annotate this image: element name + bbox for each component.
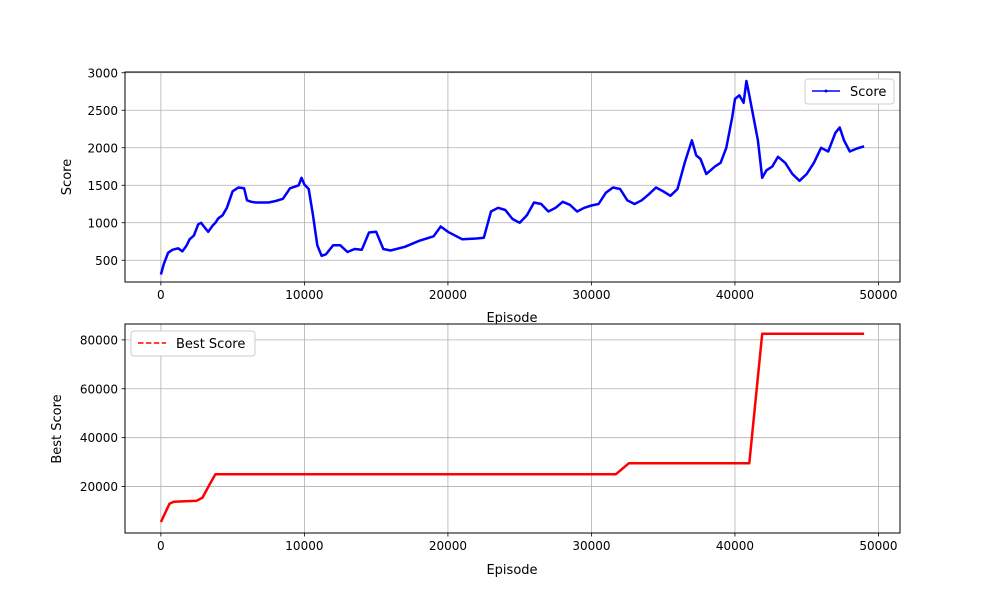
score-subplot: 0 10000 20000 30000 40000 50000 500 1000 1500 20… — [60, 66, 901, 326]
score-y-tick-label: 1500 — [87, 179, 118, 193]
score-plot-area — [125, 72, 900, 282]
score-x-tick-label: 30000 — [572, 288, 610, 302]
score-grid — [125, 72, 900, 282]
score-y-tick-label: 2000 — [87, 141, 118, 155]
score-series-layer — [159, 79, 865, 275]
score-y-tick-label: 3000 — [87, 66, 118, 80]
score-y-tick-label: 500 — [95, 254, 118, 268]
score-y-tick-label: 1000 — [87, 216, 118, 230]
best-score-y-axis-label: Best Score — [50, 394, 65, 463]
best-score-x-tick-label: 50000 — [859, 539, 897, 553]
score-x-ticks: 0 10000 20000 30000 40000 50000 — [157, 282, 898, 302]
score-x-tick-label: 20000 — [429, 288, 467, 302]
best-score-y-tick-label: 60000 — [80, 382, 118, 396]
score-legend-box — [804, 78, 895, 105]
best-score-subplot: 0 10000 20000 30000 40000 50000 20000 40000 600… — [50, 323, 901, 578]
best-score-series-layer — [159, 332, 865, 523]
best-score-x-tick-label: 30000 — [572, 539, 610, 553]
score-series-line — [159, 79, 865, 275]
best-score-plot-area — [125, 324, 900, 533]
best-score-x-axis-label: Episode — [486, 563, 537, 578]
best-score-legend: Best Score — [130, 330, 256, 357]
score-x-axis-label: Episode — [486, 311, 537, 326]
score-x-tick-label: 50000 — [859, 288, 897, 302]
best-score-legend-box — [130, 330, 256, 357]
best-score-y-tick-label: 80000 — [80, 333, 118, 347]
best-score-x-tick-label: 40000 — [716, 539, 754, 553]
score-x-tick-label: 40000 — [716, 288, 754, 302]
best-score-y-ticks: 20000 40000 60000 80000 — [80, 333, 125, 494]
score-y-axis-label: Score — [60, 159, 75, 195]
best-score-x-tick-label: 20000 — [429, 539, 467, 553]
best-score-legend-label: Best Score — [176, 337, 245, 352]
best-score-x-ticks: 0 10000 20000 30000 40000 50000 — [157, 533, 898, 553]
score-x-tick-label: 0 — [157, 288, 165, 302]
best-score-x-tick-label: 10000 — [285, 539, 323, 553]
score-y-ticks: 500 1000 1500 2000 2500 3000 — [87, 66, 125, 268]
score-y-tick-label: 2500 — [87, 104, 118, 118]
score-axes-frame — [124, 71, 901, 283]
score-legend-marker — [824, 89, 828, 93]
best-score-axes-frame — [124, 323, 901, 534]
score-legend: Score — [804, 78, 895, 105]
best-score-y-tick-label: 20000 — [80, 480, 118, 494]
best-score-x-tick-label: 0 — [157, 539, 165, 553]
best-score-grid — [125, 324, 900, 533]
score-legend-label: Score — [850, 85, 886, 100]
score-x-tick-label: 10000 — [285, 288, 323, 302]
best-score-y-tick-label: 40000 — [80, 431, 118, 445]
best-score-series-line — [159, 332, 865, 523]
